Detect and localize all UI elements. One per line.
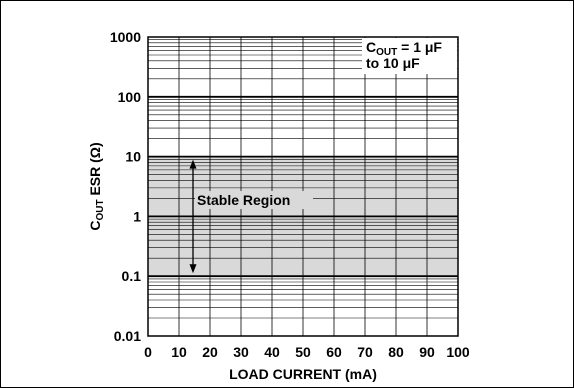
stable-region-label: Stable Region <box>197 192 290 208</box>
plot-border <box>147 36 459 337</box>
cout-annotation-line1: COUT = 1 μF <box>366 39 442 58</box>
stable-region-arrow <box>189 159 197 274</box>
cout-annotation-base: C <box>366 39 376 55</box>
x-axis-title: LOAD CURRENT (mA) <box>229 366 377 382</box>
y-tick-label: 10 <box>125 149 141 165</box>
x-tick-label: 20 <box>202 344 218 360</box>
y-tick-label: 1 <box>133 208 141 224</box>
cout-annotation-background <box>362 38 457 74</box>
cout-annotation-line2: to 10 μF <box>366 55 420 71</box>
stable-region-label-background <box>195 191 313 209</box>
y-axis-title: COUT ESR (Ω) <box>87 142 106 230</box>
x-tick-label: 30 <box>233 344 249 360</box>
x-tick-label: 50 <box>295 344 311 360</box>
x-tick-label: 70 <box>357 344 373 360</box>
y-tick-label: 0.1 <box>122 268 142 284</box>
x-tick-label: 100 <box>446 344 470 360</box>
y-tick-label: 0.01 <box>114 328 141 344</box>
cout-annotation-sub: OUT <box>376 47 397 58</box>
y-axis-title-sub: OUT <box>95 199 106 220</box>
cout-annotation-rest: = 1 μF <box>397 39 442 55</box>
arrow-head-up <box>189 159 197 169</box>
arrow-head-down <box>189 264 197 274</box>
x-tick-labels: 0 10 20 30 40 50 60 70 80 90 100 <box>144 344 470 360</box>
y-tick-label: 1000 <box>110 29 141 45</box>
y-axis-title-rest: ESR (Ω) <box>87 142 103 199</box>
x-tick-label: 0 <box>144 344 152 360</box>
x-tick-label: 90 <box>419 344 435 360</box>
y-axis-title-base: C <box>87 221 103 231</box>
x-tick-label: 80 <box>388 344 404 360</box>
x-tick-label: 60 <box>326 344 342 360</box>
x-tick-label: 10 <box>171 344 187 360</box>
y-tick-label: 100 <box>118 89 142 105</box>
y-tick-labels: 0.01 0.1 1 10 100 1000 <box>110 29 141 344</box>
x-tick-label: 40 <box>264 344 280 360</box>
